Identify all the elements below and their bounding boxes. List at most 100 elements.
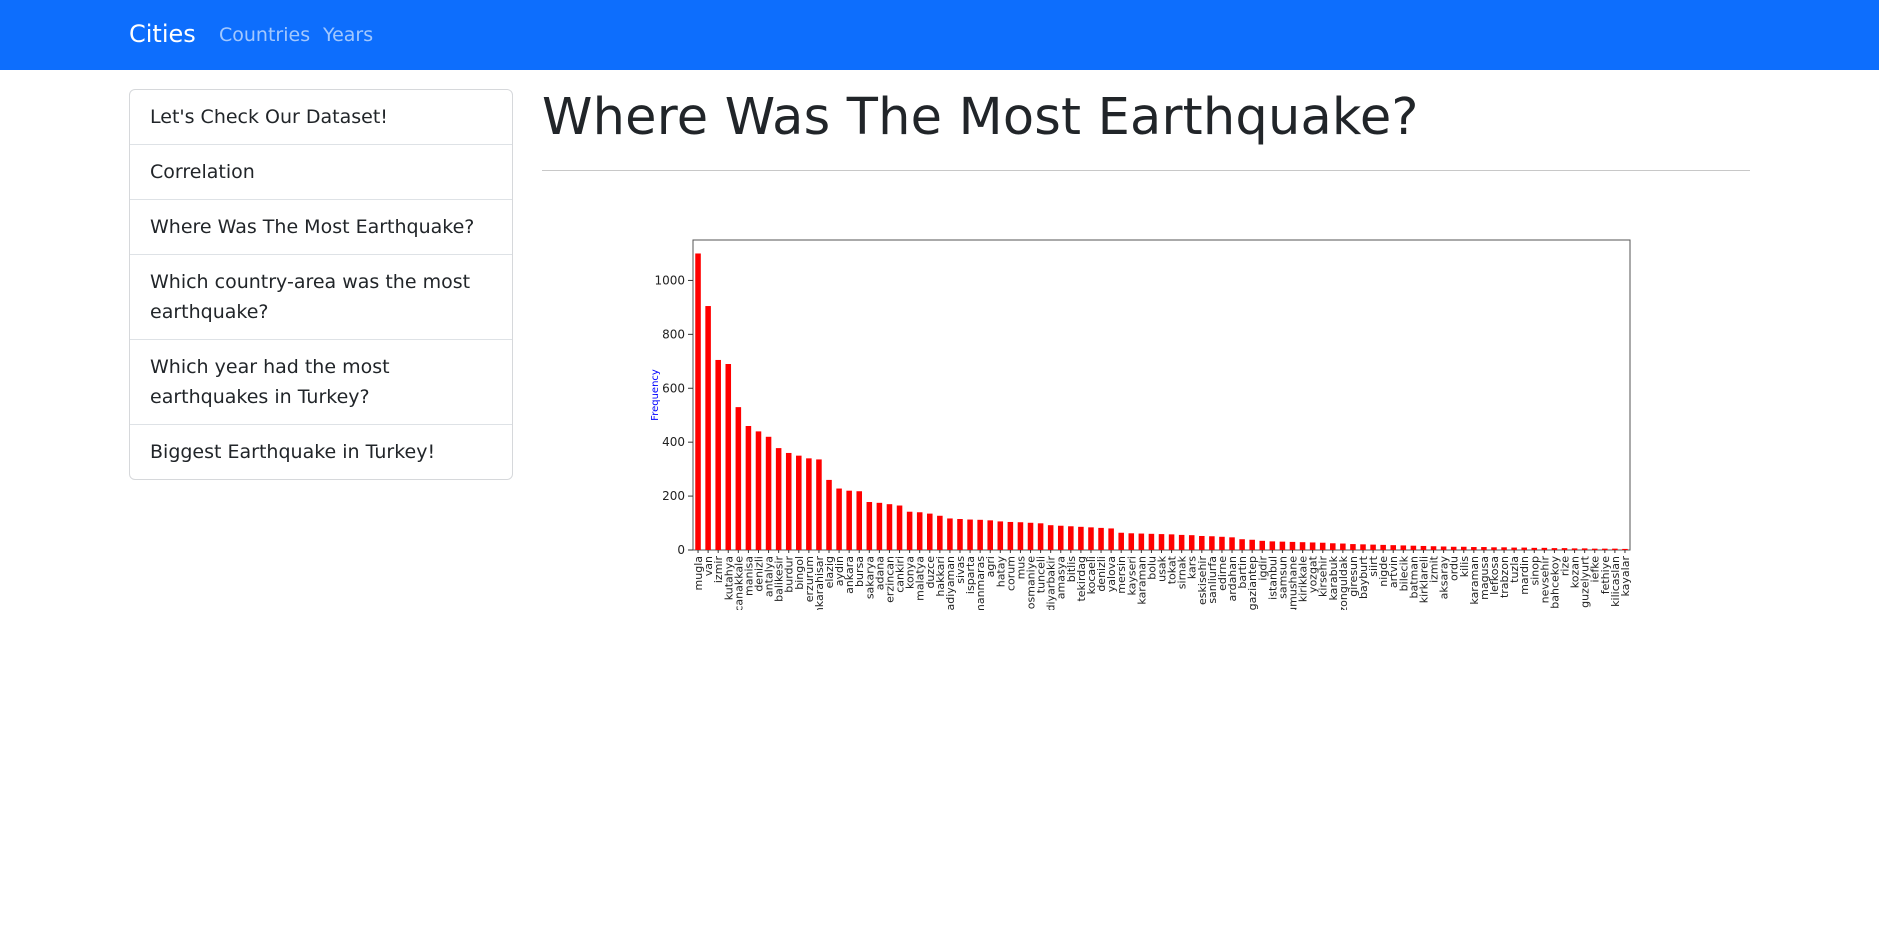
x-tick-label: fethiye [1599, 556, 1612, 594]
x-tick-label: sanliurfa [1206, 556, 1219, 604]
bar [876, 502, 883, 550]
x-tick-label: kirsehir [1317, 556, 1330, 597]
bar [1219, 536, 1225, 550]
x-tick-label: balikesir [773, 556, 786, 602]
y-tick-label: 800 [662, 327, 685, 341]
sidebar-item-most-earthquake[interactable]: Where Was The Most Earthquake? [130, 200, 512, 255]
x-tick-label: kilis [1458, 556, 1471, 578]
bar [1209, 536, 1215, 550]
bar [1410, 545, 1417, 550]
bar [725, 364, 732, 550]
x-tick-label: bilecik [1397, 555, 1410, 591]
x-tick-label: magusa [1478, 556, 1491, 600]
bar [785, 452, 792, 550]
x-tick-label: adana [873, 556, 886, 590]
x-tick-label: tuzla [1508, 556, 1521, 583]
sidebar-item-year[interactable]: Which year had the most earthquakes in T… [130, 340, 512, 425]
bar [1340, 543, 1346, 550]
x-tick-label: kirikkale [1297, 556, 1310, 602]
bar [1612, 548, 1618, 550]
bar [1420, 545, 1427, 550]
top-navbar: Cities Countries Years [0, 0, 1879, 70]
bar [1531, 547, 1538, 550]
x-tick-label: ankara [843, 556, 856, 594]
x-tick-label: corum [1004, 556, 1017, 591]
bar [735, 407, 742, 550]
x-tick-label: kutahya [722, 556, 735, 600]
bar [1078, 526, 1084, 550]
x-tick-label: cankiri [894, 556, 907, 593]
bar [1561, 548, 1568, 550]
x-tick-label: bayburt [1357, 555, 1370, 599]
bar [806, 458, 812, 550]
x-tick-label: afyonkarahisar [813, 556, 826, 610]
x-tick-label: nigde [1377, 556, 1390, 587]
bar [1098, 527, 1104, 550]
sidebar-item-correlation[interactable]: Correlation [130, 145, 512, 200]
bar [1168, 534, 1175, 550]
x-tick-label: bolu [1145, 556, 1158, 580]
bar [705, 306, 711, 550]
bar [775, 448, 782, 550]
bar [1057, 525, 1064, 550]
bar [816, 459, 822, 550]
x-tick-label: van [702, 556, 715, 576]
bar [937, 515, 943, 550]
bar [1068, 526, 1074, 550]
x-tick-label: burdur [783, 556, 796, 593]
bar [1088, 527, 1094, 550]
bar [1319, 542, 1326, 550]
sidebar-item-biggest-earthquake[interactable]: Biggest Earthquake in Turkey! [150, 441, 436, 463]
bar [755, 431, 762, 550]
x-tick-label: denizli [1095, 556, 1108, 592]
y-tick-label: 400 [662, 435, 685, 449]
x-tick-label: yalova [1105, 556, 1118, 592]
bar [916, 512, 923, 550]
bar [1239, 539, 1245, 550]
x-tick-label: gumushane [1286, 556, 1299, 610]
x-tick-label: denizli [752, 556, 765, 592]
x-tick-label: isparta [964, 556, 977, 594]
bar [1178, 534, 1185, 550]
x-tick-label: aksaray [1438, 556, 1451, 600]
bar [1521, 547, 1527, 550]
x-tick-label: hatay [994, 556, 1007, 588]
x-tick-label: elazig [823, 556, 836, 588]
x-tick-label: tokat [1166, 555, 1179, 584]
bar [1148, 533, 1155, 550]
bar [1591, 548, 1598, 550]
x-tick-label: kayalar [1619, 556, 1632, 597]
bar [1188, 535, 1195, 550]
bar [1330, 543, 1336, 550]
x-tick-label: sirnak [1176, 555, 1189, 589]
bar [967, 519, 973, 550]
bar [957, 519, 963, 550]
bar [1108, 528, 1114, 550]
x-tick-label: lefkosa [1488, 556, 1501, 595]
bar [1430, 546, 1437, 550]
bar [1541, 547, 1548, 550]
x-tick-label: bingol [793, 556, 806, 590]
x-tick-label: manisa [742, 556, 755, 596]
bar [906, 511, 913, 550]
bar [1350, 544, 1356, 550]
nav-link-years[interactable]: Years [323, 24, 374, 46]
x-tick-label: bartin [1236, 556, 1249, 589]
nav-link-countries[interactable]: Countries [219, 24, 311, 46]
bar [1249, 539, 1255, 550]
navbar-brand[interactable]: Cities [129, 20, 196, 48]
x-tick-label: bursa [853, 556, 866, 587]
bar [1440, 546, 1447, 550]
bar [1390, 545, 1397, 550]
bar [1471, 547, 1477, 550]
x-tick-label: mersin [1115, 556, 1128, 594]
sidebar-item-dataset[interactable]: Let's Check Our Dataset! [130, 90, 512, 145]
x-tick-label: kayseri [1125, 556, 1138, 596]
x-tick-label: siirt [1367, 555, 1380, 576]
x-tick-label: edirne [1216, 556, 1229, 591]
y-tick-label: 600 [662, 381, 685, 395]
x-tick-label: samsun [1276, 556, 1289, 599]
bar [1128, 533, 1135, 550]
x-tick-label: diyarbakir [1045, 556, 1058, 610]
sidebar-item-country-area[interactable]: Which country-area was the most earthqua… [130, 255, 512, 340]
